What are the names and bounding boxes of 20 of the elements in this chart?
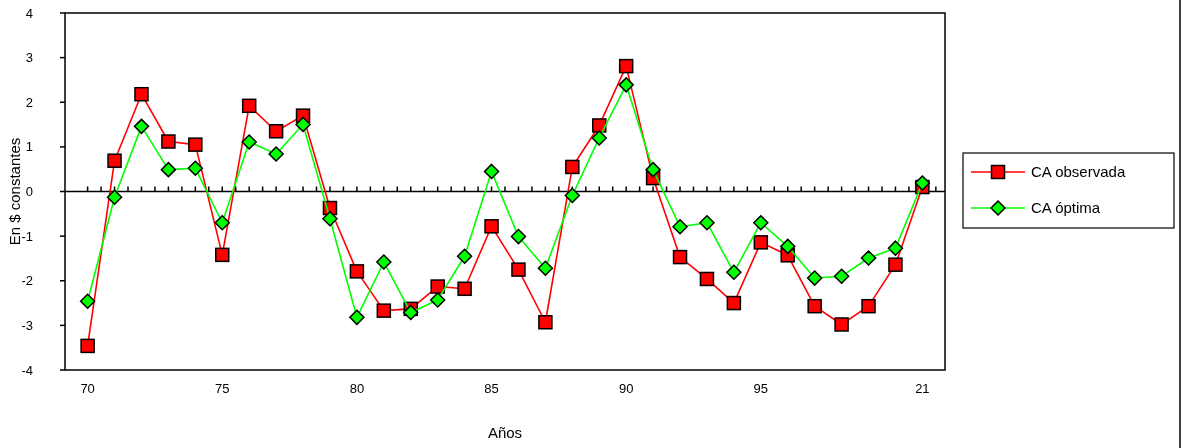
x-tick-label: 70	[80, 381, 95, 396]
y-tick-label: 4	[25, 5, 33, 21]
y-tick-label: -2	[21, 273, 33, 289]
y-tick-label: -3	[21, 317, 33, 333]
x-tick-label: 21	[915, 381, 930, 396]
y-tick-label: -1	[21, 228, 33, 244]
legend-label: CA óptima	[1031, 199, 1101, 217]
y-axis-title: En $ constantes	[6, 137, 23, 246]
legend-label: CA observada	[1031, 163, 1126, 181]
y-tick-label: 1	[25, 139, 33, 155]
y-tick-label: 0	[25, 184, 33, 200]
x-tick-label: 95	[753, 381, 769, 396]
x-tick-label: 90	[618, 381, 634, 396]
x-tick-label: 80	[349, 381, 365, 396]
x-tick-label: 85	[484, 381, 499, 396]
y-tick-label: 3	[25, 50, 33, 66]
y-tick-label: -4	[21, 362, 33, 378]
x-axis-title: Años	[487, 424, 523, 441]
x-tick-label: 75	[215, 381, 230, 396]
y-tick-label: 2	[25, 94, 33, 110]
